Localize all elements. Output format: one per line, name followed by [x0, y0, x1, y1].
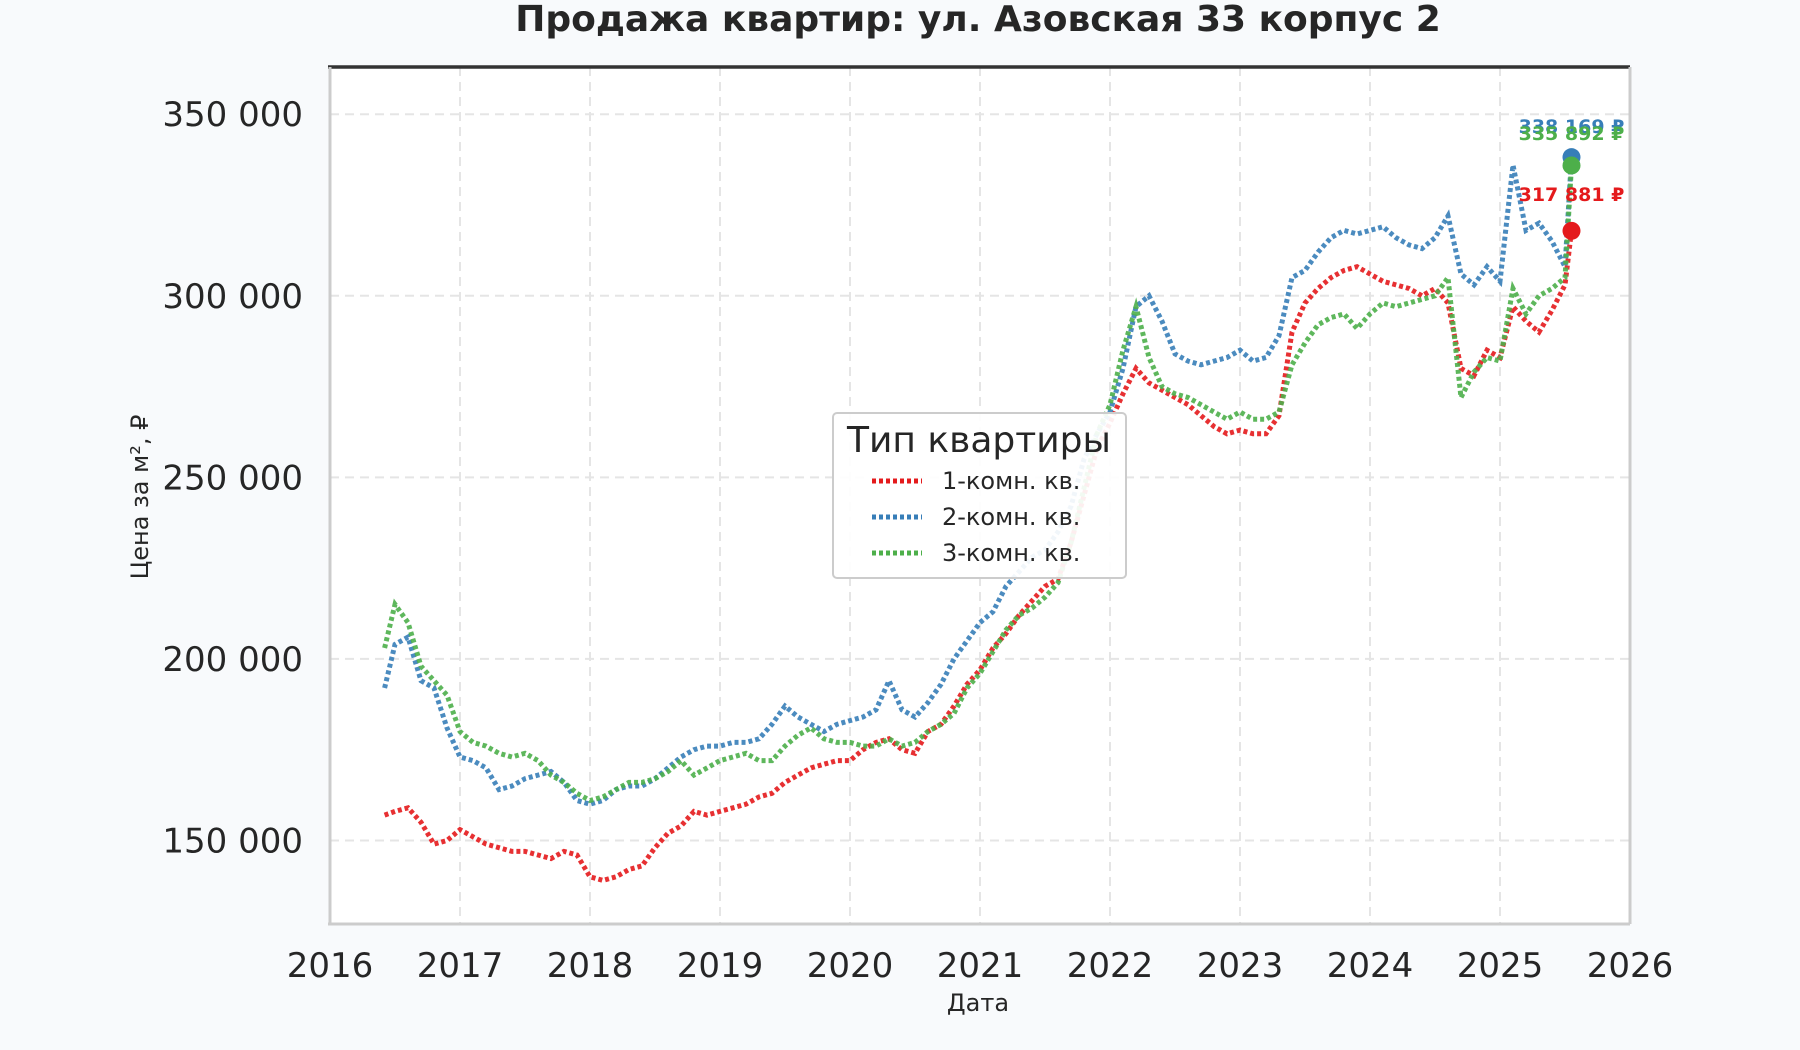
- y-axis-label: Цена за м², ₽: [126, 415, 154, 580]
- x-tick-label: 2023: [1197, 946, 1284, 986]
- x-tick-label: 2020: [807, 946, 894, 986]
- annotation-label: 338 169 ₽: [1519, 116, 1625, 138]
- legend-label: 2-комн. кв.: [942, 503, 1080, 531]
- annotation-label: 335 892 ₽: [1519, 123, 1625, 145]
- series-line: [382, 157, 1574, 807]
- chart-title: Продажа квартир: ул. Азовская 33 корпус …: [515, 0, 1441, 40]
- legend: Тип квартиры 1-комн. кв. 2-комн. кв. 3-ком…: [832, 412, 1127, 579]
- y-tick-label: 250 000: [162, 458, 303, 498]
- y-tick-label: 300 000: [162, 277, 303, 317]
- endpoint-markers: [1562, 148, 1581, 240]
- x-tick-label: 2026: [1587, 946, 1674, 986]
- annotations: 317 881 ₽ 338 169 ₽335 892 ₽: [1519, 116, 1625, 206]
- annotation-label: 317 881 ₽: [1519, 184, 1625, 206]
- legend-items: 1-комн. кв. 2-комн. кв. 3-комн. кв.: [872, 467, 1080, 567]
- x-tick-label: 2019: [677, 946, 764, 986]
- x-axis-label: Дата: [947, 989, 1009, 1017]
- series-line: [383, 230, 1574, 883]
- x-tick-label: 2018: [547, 946, 634, 986]
- x-tick-label: 2021: [937, 946, 1024, 986]
- y-tick-labels: 150 000 200 000 250 000 300 000 350 000: [162, 95, 303, 861]
- y-tick-label: 350 000: [162, 95, 303, 135]
- y-tick-label: 150 000: [162, 821, 303, 861]
- y-tick-label: 200 000: [162, 640, 303, 680]
- x-tick-label: 2022: [1067, 946, 1154, 986]
- legend-title: Тип квартиры: [846, 420, 1111, 461]
- series-layer: [382, 157, 1574, 883]
- x-tick-label: 2024: [1327, 946, 1414, 986]
- x-tick-label: 2017: [417, 946, 504, 986]
- endpoint-marker: [1562, 221, 1581, 240]
- x-tick-labels: 2016 2017 2018 2019 2020 2021 2022 2023 2024 2025…: [287, 946, 1674, 986]
- endpoint-marker: [1562, 156, 1581, 175]
- series-line: [382, 165, 1574, 804]
- plot-frame: [328, 65, 1632, 926]
- legend-box: [832, 412, 1127, 579]
- x-tick-label: 2016: [287, 946, 374, 986]
- x-tick-label: 2025: [1457, 946, 1544, 986]
- legend-label: 3-комн. кв.: [942, 539, 1080, 567]
- legend-label: 1-комн. кв.: [942, 467, 1080, 495]
